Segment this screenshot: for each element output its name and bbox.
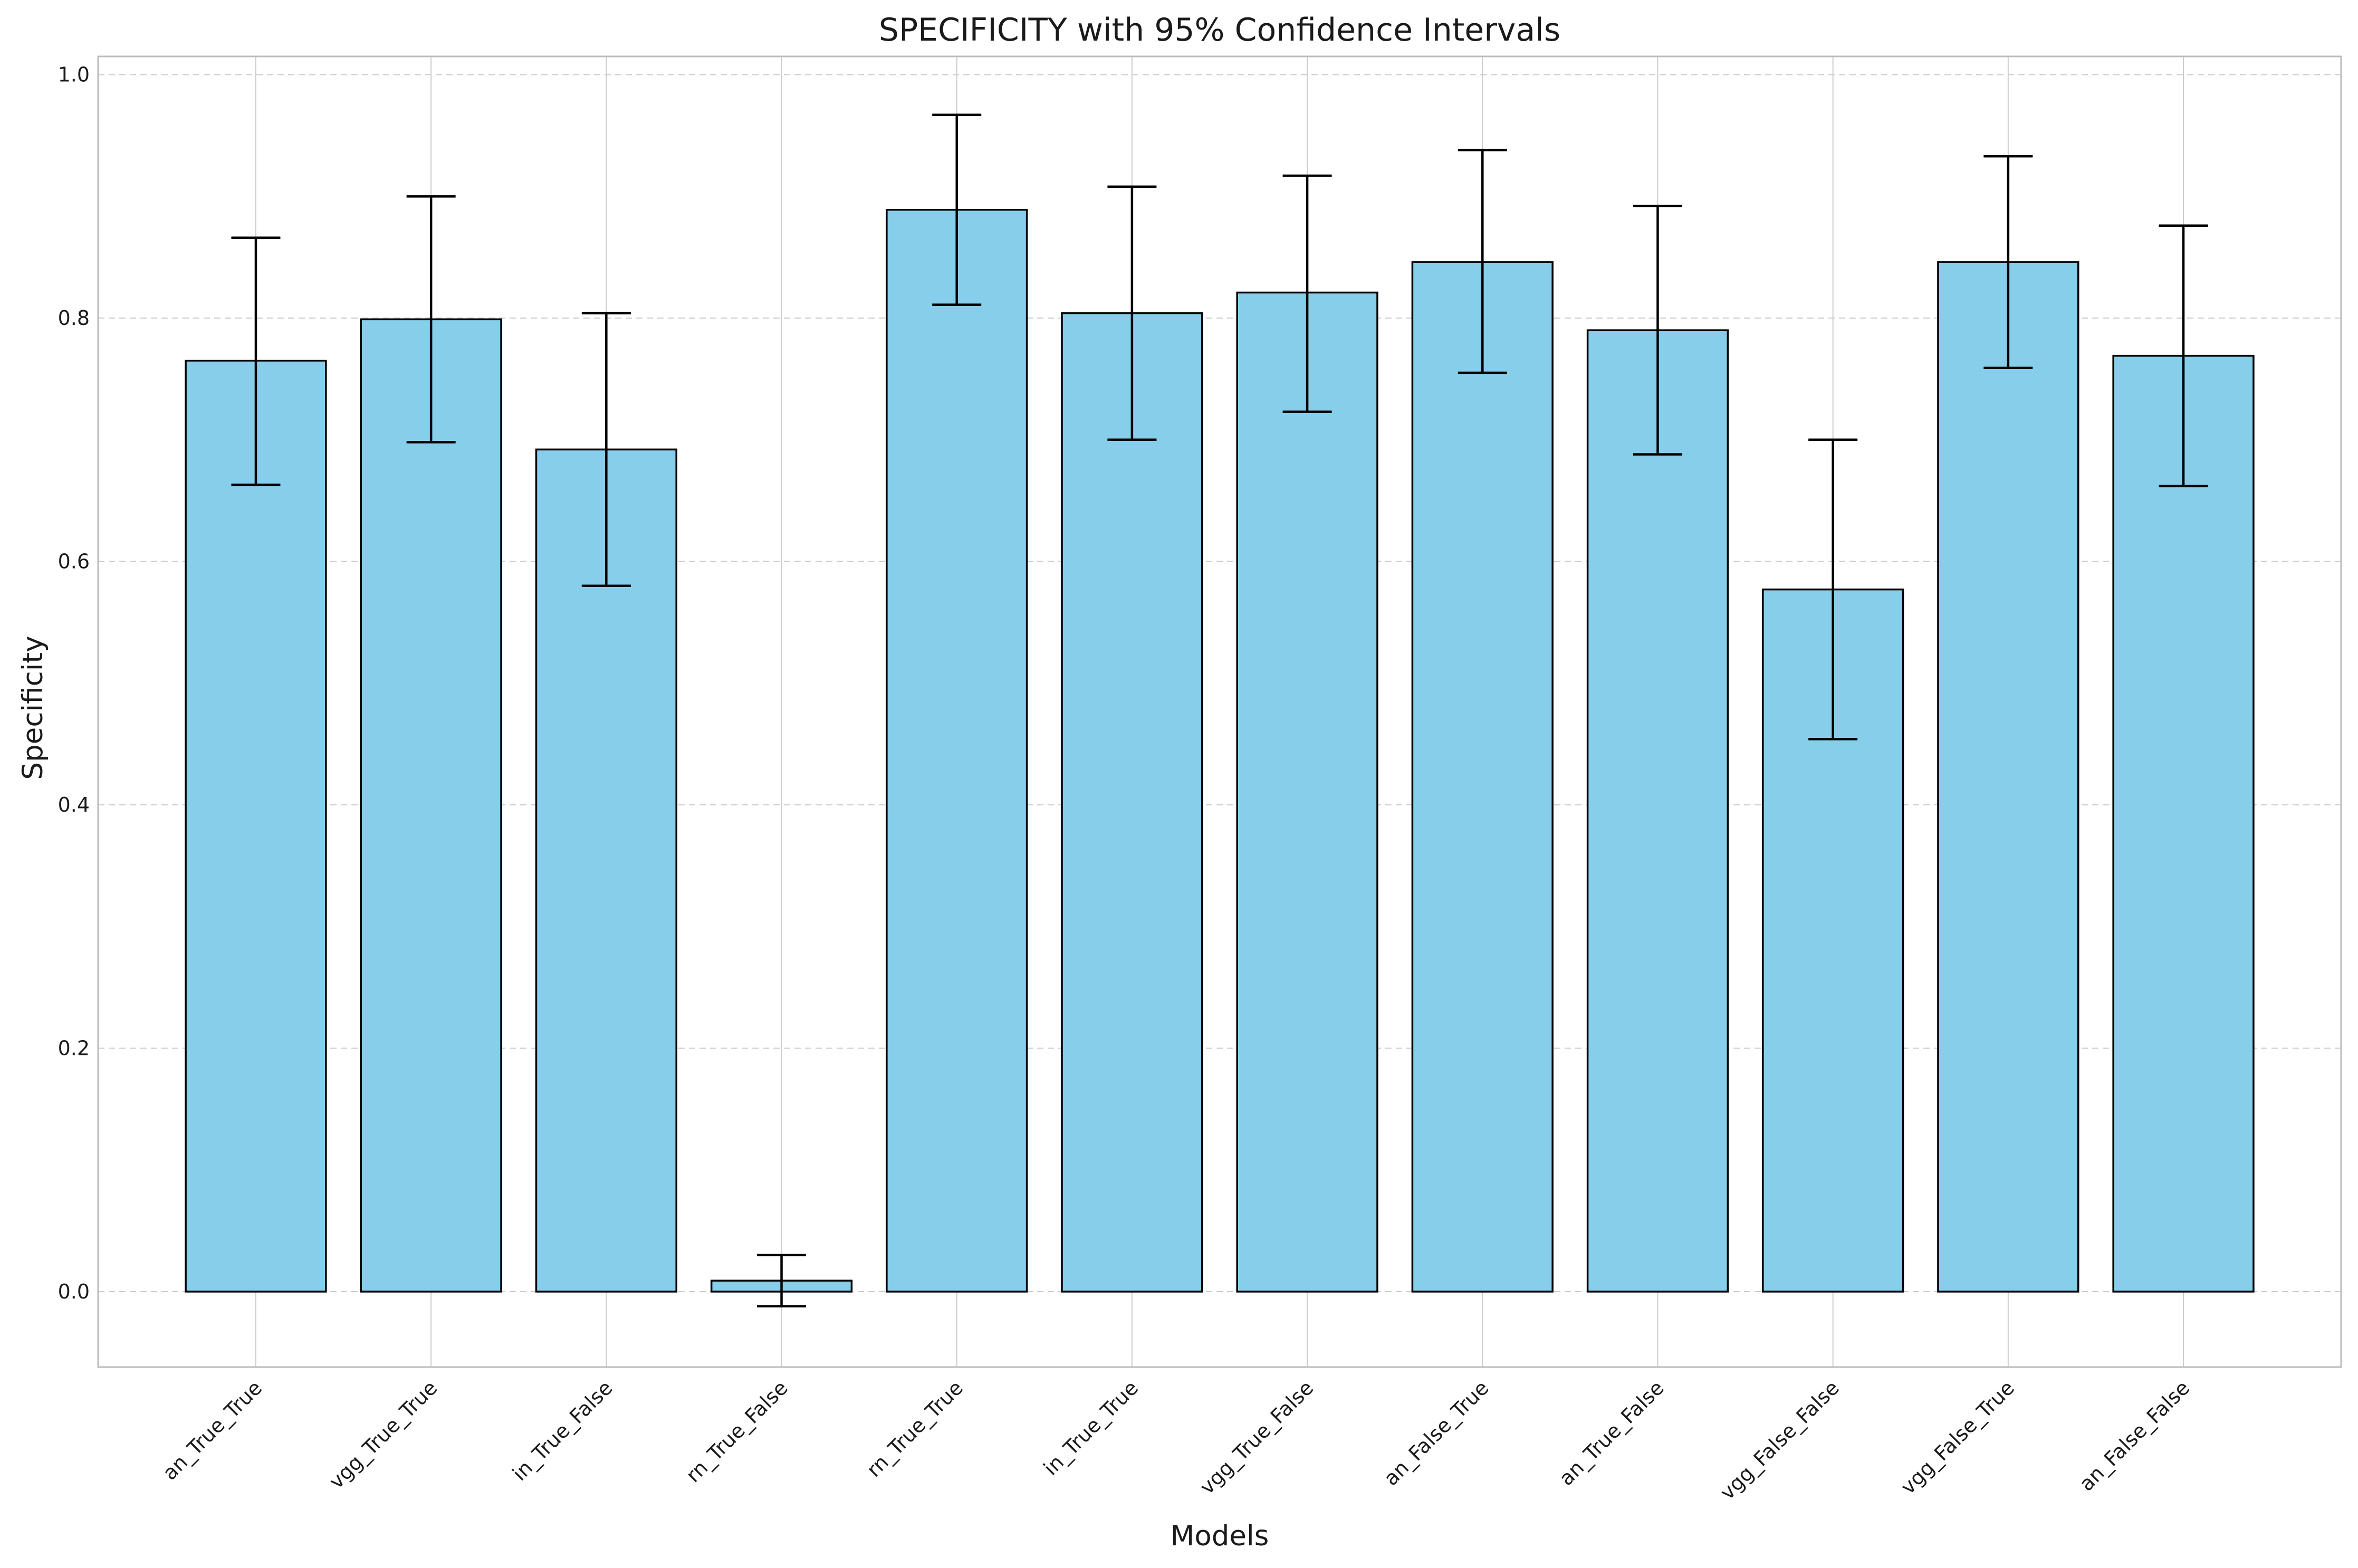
y-tick-label: 0.4 [58,793,90,816]
bar [1937,261,2079,1293]
y-tick-label: 0.0 [58,1280,90,1303]
y-tick-label: 0.8 [58,306,90,330]
x-tick-label: vgg_True_True [324,1376,442,1493]
x-tick-label: an_True_True [158,1376,267,1485]
bar [2112,354,2255,1293]
x-tick-label: rn_True_False [682,1376,792,1487]
bar [1236,291,1378,1293]
bars [185,208,2255,1293]
plot-frame [97,55,2342,1368]
x-tick-label: an_False_False [2075,1376,2194,1495]
x-tick-label: in_True_False [508,1376,617,1485]
bar [1411,261,1554,1293]
x-tick-label: vgg_False_True [1896,1376,2019,1499]
x-axis-label: Models [1171,1520,1269,1552]
x-tick-label: an_True_False [1555,1376,1669,1490]
y-tick-labels: 0.0 0.2 0.4 0.6 0.8 1.0 [58,63,90,1303]
x-tick-label: vgg_False_False [1715,1376,1844,1504]
chart-title: SPECIFICITY with 95% Confidence Interval… [879,12,1560,49]
y-tick-label: 0.2 [58,1036,90,1060]
x-tick-label: rn_True_True [862,1376,967,1482]
x-tick-label: in_True_True [1039,1376,1143,1480]
y-axis-label: Specificity [17,636,49,780]
x-tick-label: an_False_True [1379,1376,1493,1490]
x-tick-labels: an_True_True vgg_True_True in_True_False rn… [158,1376,2194,1504]
error-bars [231,113,2208,1307]
bar [185,360,327,1293]
x-tick-label: vgg_True_False [1195,1376,1318,1499]
bar [360,318,502,1293]
y-tick-label: 1.0 [58,63,90,86]
bar [886,208,1028,1293]
bar [1061,312,1203,1293]
bar [1586,329,1729,1293]
y-tick-label: 0.6 [58,550,90,573]
